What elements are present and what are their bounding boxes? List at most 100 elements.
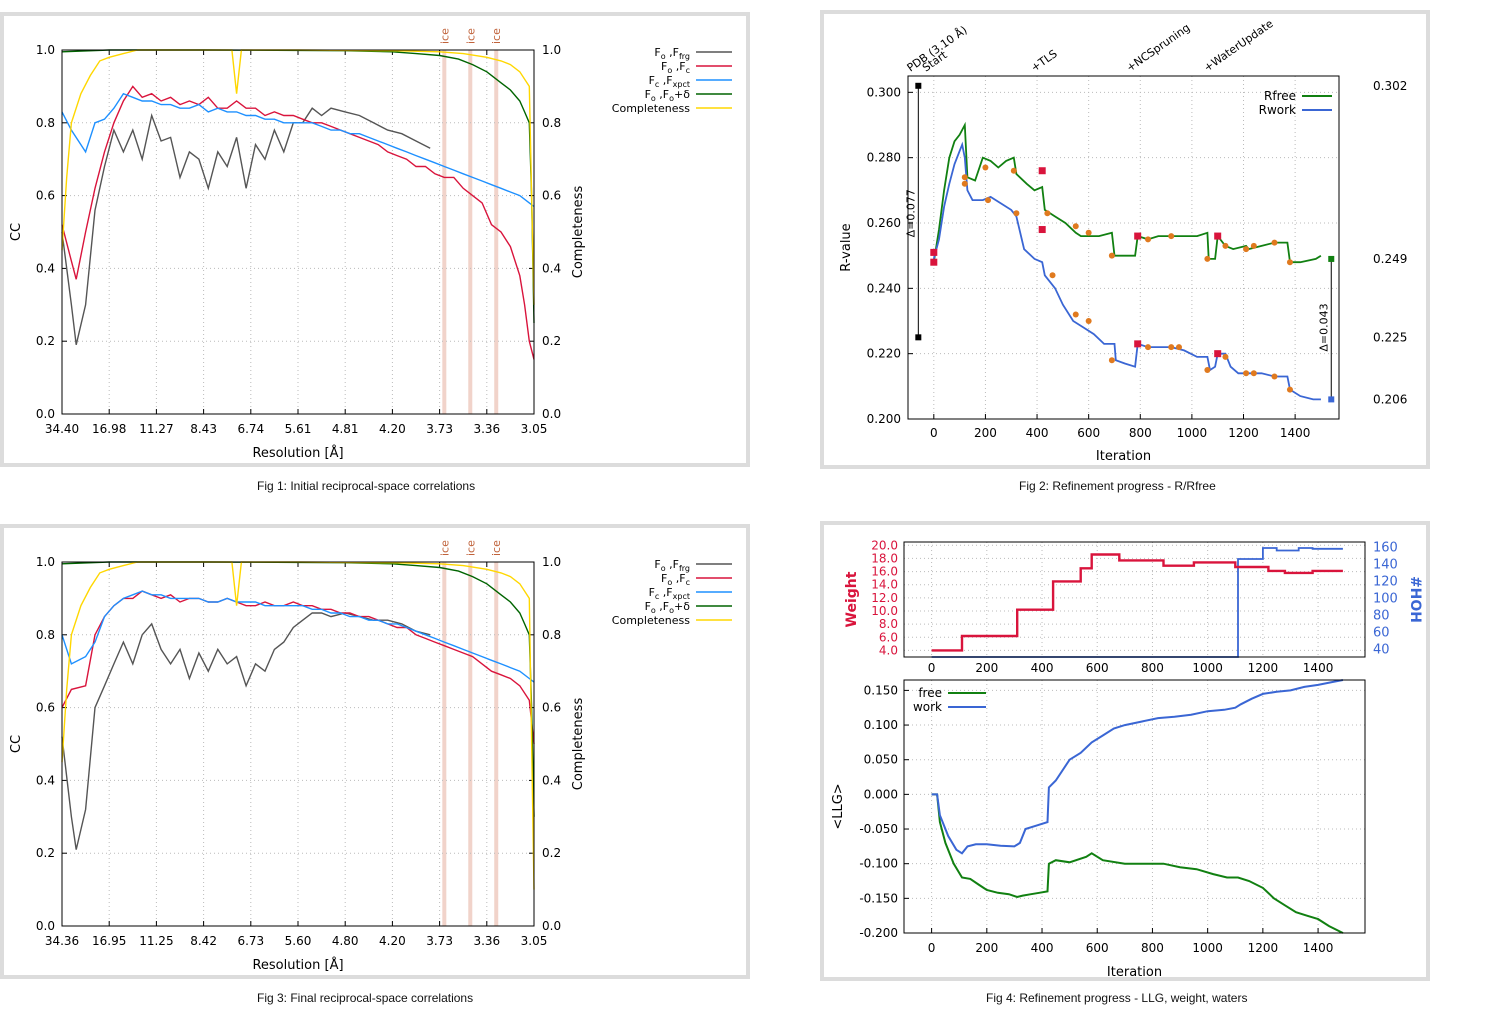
plot-frame bbox=[61, 49, 535, 415]
y-tick-label: -0.200 bbox=[859, 926, 898, 940]
right-value-label: 0.302 bbox=[1373, 79, 1407, 93]
step-marker bbox=[961, 180, 968, 187]
y-tick-label: 1.0 bbox=[36, 43, 55, 57]
x-axis-label: Resolution [Å] bbox=[252, 957, 343, 973]
step-marker bbox=[1168, 233, 1175, 240]
step-marker bbox=[982, 164, 989, 171]
y-tick-label: 0.4 bbox=[36, 261, 55, 275]
y2-tick-label: 1.0 bbox=[542, 43, 561, 57]
plot-frame bbox=[61, 561, 535, 927]
bottom-plot-frame bbox=[903, 679, 1366, 934]
legend-label: Completeness bbox=[612, 614, 690, 627]
x-tick-label: 16.98 bbox=[92, 422, 126, 436]
step-marker bbox=[1286, 259, 1293, 266]
step-marker bbox=[1072, 223, 1079, 230]
series-rfree bbox=[932, 121, 1322, 264]
right-value-label: 0.206 bbox=[1373, 392, 1407, 406]
event-marker bbox=[1134, 232, 1142, 240]
y-tick-label: 0.0 bbox=[36, 919, 55, 933]
fig4-panel: 0 200 400 600 800 1000 1200 1400 4.0 6.0 8.0 10.0 12… bbox=[820, 521, 1430, 981]
step-marker bbox=[1010, 167, 1017, 174]
step-marker bbox=[1108, 357, 1115, 364]
legend-label: Fo ,Fc bbox=[661, 572, 690, 587]
fig2-caption: Fig 2: Refinement progress - R/Rfree bbox=[1019, 479, 1216, 493]
hoh-tick-label: 80 bbox=[1373, 608, 1390, 623]
event-marker bbox=[1038, 226, 1046, 234]
x-tick-label: 1200 bbox=[1248, 661, 1279, 675]
y2-tick-label: 0.8 bbox=[542, 116, 561, 130]
x-tick-label: 1000 bbox=[1177, 426, 1208, 440]
x-tick-label: 34.40 bbox=[45, 422, 79, 436]
top-plot-frame bbox=[903, 541, 1366, 658]
legend-label: Fo ,Fc bbox=[661, 60, 690, 75]
ice-band bbox=[468, 562, 473, 926]
x-tick-label: 1400 bbox=[1280, 426, 1311, 440]
x-tick-label: 3.73 bbox=[426, 934, 453, 948]
x-tick-label: 6.74 bbox=[237, 422, 264, 436]
y2-tick-label: 0.6 bbox=[542, 701, 561, 715]
y-tick-label: 0.100 bbox=[864, 718, 898, 732]
step-marker bbox=[1204, 367, 1211, 373]
step-marker bbox=[1286, 386, 1293, 393]
ice-label: ice bbox=[438, 28, 451, 44]
x-tick-label: 34.36 bbox=[45, 934, 79, 948]
x-tick-label: 8.42 bbox=[190, 934, 217, 948]
y-tick-label: 0.280 bbox=[867, 151, 901, 165]
series-rwork bbox=[932, 141, 1321, 401]
ice-label: ice bbox=[438, 540, 451, 556]
y-tick-label: 0.220 bbox=[867, 347, 901, 361]
stage-annotation: +TLS bbox=[1028, 47, 1059, 74]
x-tick-label: 0 bbox=[930, 426, 938, 440]
y2-axis-label: Completeness bbox=[571, 186, 586, 279]
y-axis-label: CC bbox=[9, 735, 24, 753]
step-marker bbox=[1271, 239, 1278, 246]
x-tick-label: 1200 bbox=[1248, 941, 1279, 955]
y2-tick-label: 0.2 bbox=[542, 846, 561, 860]
y-tick-label: -0.100 bbox=[859, 857, 898, 871]
step-marker bbox=[1108, 252, 1115, 259]
step-marker bbox=[1222, 242, 1229, 249]
weight-tick-label: 16.0 bbox=[871, 565, 898, 579]
series-grey bbox=[61, 612, 431, 850]
y-tick-label: 0.050 bbox=[864, 753, 898, 767]
x-tick-label: 11.25 bbox=[139, 934, 173, 948]
y-tick-label: 0.260 bbox=[867, 216, 901, 230]
legend-label: Fc ,Fxpct bbox=[649, 74, 690, 89]
y2-tick-label: 0.8 bbox=[542, 628, 561, 642]
step-marker bbox=[1168, 344, 1175, 351]
x-tick-label: 0 bbox=[928, 661, 936, 675]
legend-label: Completeness bbox=[612, 102, 690, 115]
x-tick-label: 3.05 bbox=[521, 934, 548, 948]
x-tick-label: 4.20 bbox=[379, 934, 406, 948]
y-tick-label: -0.150 bbox=[859, 891, 898, 905]
ice-band bbox=[468, 50, 473, 414]
weight-tick-label: 10.0 bbox=[871, 604, 898, 618]
x-tick-label: 1000 bbox=[1192, 661, 1223, 675]
series-work bbox=[931, 679, 1344, 855]
step-marker bbox=[1204, 255, 1211, 262]
step-marker bbox=[1250, 370, 1257, 377]
x-tick-label: 5.60 bbox=[285, 934, 312, 948]
weight-tick-label: 4.0 bbox=[879, 643, 898, 657]
fig4-chart: 0 200 400 600 800 1000 1200 14004.06.08.010.012… bbox=[831, 538, 1423, 977]
x-tick-label: 600 bbox=[1077, 426, 1100, 440]
event-marker bbox=[930, 248, 938, 256]
x-tick-label: 4.81 bbox=[332, 422, 359, 436]
hoh-tick-label: 160 bbox=[1373, 540, 1398, 555]
final-rwork-marker bbox=[1328, 396, 1335, 403]
ice-band bbox=[494, 50, 499, 414]
legend-label: Fo ,Fo+δ bbox=[645, 600, 691, 615]
y-tick-label: 0.2 bbox=[36, 846, 55, 860]
y-tick-label: 0.240 bbox=[867, 281, 901, 295]
right-value-label: 0.225 bbox=[1373, 330, 1407, 344]
y-tick-label: 0.0 bbox=[36, 407, 55, 421]
y-tick-label: 0.6 bbox=[36, 189, 55, 203]
fig1-caption: Fig 1: Initial reciprocal-space correlat… bbox=[257, 479, 476, 493]
fig2-chart: 0 200 400 600 800 1000 1200 1400 0.200 0.220 0.240… bbox=[839, 17, 1407, 464]
y-tick-label: -0.050 bbox=[859, 822, 898, 836]
ice-label: ice bbox=[490, 28, 503, 44]
x-tick-label: 16.95 bbox=[92, 934, 126, 948]
